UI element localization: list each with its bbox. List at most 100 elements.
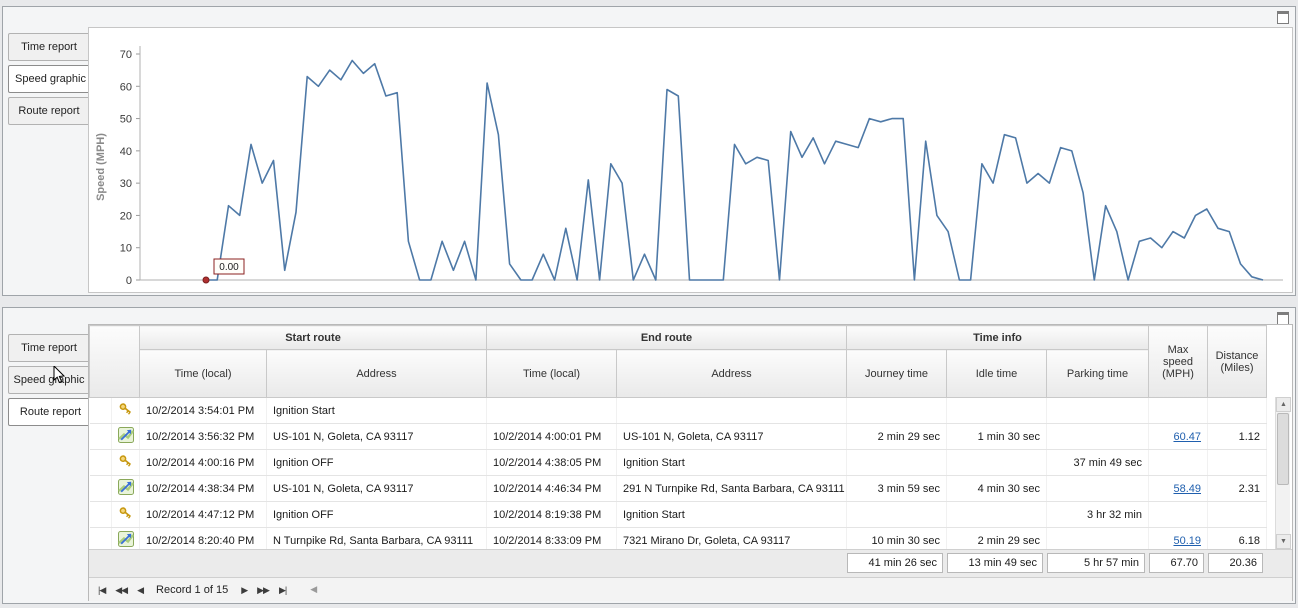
table-row[interactable]: 10/2/2014 4:38:34 PM US-101 N, Goleta, CA… [89, 475, 1267, 502]
idle-time-cell [946, 397, 1047, 424]
summary-row: 41 min 26 sec 13 min 49 sec 5 hr 57 min … [89, 549, 1292, 578]
max-speed-link[interactable]: 58.49 [1173, 482, 1201, 495]
column-header-start-time[interactable]: Time (local) [139, 349, 267, 398]
summary-max-speed: 67.70 [1149, 553, 1204, 573]
scroll-up-arrow[interactable]: ▲ [1276, 397, 1291, 412]
parking-time-cell [1046, 527, 1149, 549]
start-annotation-label: 0.00 [219, 262, 239, 273]
start-address-cell: Ignition OFF [266, 449, 487, 476]
nav-prev-button[interactable]: ◀ [137, 584, 144, 595]
h-scroll-left-arrow[interactable]: ◀ [310, 584, 317, 594]
parking-time-cell [1046, 397, 1149, 424]
table-row[interactable]: 10/2/2014 4:47:12 PM Ignition OFF 10/2/201… [89, 501, 1267, 528]
tab-speed-graphic[interactable]: Speed graphic [8, 65, 93, 93]
scroll-down-arrow[interactable]: ▼ [1276, 534, 1291, 549]
nav-next-button[interactable]: ▶ [241, 584, 248, 595]
end-time-cell: 10/2/2014 4:38:05 PM [486, 449, 617, 476]
speed-chart-svg: 0 10 20 30 40 50 60 70 Speed (MPH) 0.00 [95, 46, 1283, 287]
row-indicator-cell [89, 397, 112, 424]
max-speed-cell [1148, 397, 1208, 424]
y-tick-label: 50 [120, 114, 132, 126]
column-header-idle-time[interactable]: Idle time [946, 349, 1047, 398]
tab-time-report[interactable]: Time report [8, 334, 90, 362]
column-header-distance[interactable]: Distance (Miles) [1207, 325, 1267, 398]
end-time-cell: 10/2/2014 8:19:38 PM [486, 501, 617, 528]
y-tick-label: 10 [120, 243, 132, 255]
distance-cell [1207, 397, 1267, 424]
scrollbar-thumb[interactable] [1277, 413, 1289, 485]
max-speed-cell: 60.47 [1148, 423, 1208, 450]
tab-route-report[interactable]: Route report [8, 97, 90, 125]
end-address-cell: Ignition Start [616, 501, 847, 528]
max-speed-link[interactable]: 50.19 [1173, 534, 1201, 547]
nav-last-button[interactable]: ▶| [278, 584, 287, 595]
column-header-end-time[interactable]: Time (local) [486, 349, 617, 398]
speed-graphic-panel: Time report Speed graphic Route report 0 10… [2, 6, 1296, 296]
grid-viewport: Start route End route Time info Max spee… [89, 325, 1275, 549]
row-indicator-cell [89, 423, 112, 450]
nav-next-page-button[interactable]: ▶▶ [257, 584, 270, 595]
report-tabs: Time report Speed graphic Route report [8, 33, 94, 129]
table-row[interactable]: 10/2/2014 4:00:16 PM Ignition OFF 10/2/201… [89, 449, 1267, 476]
distance-cell [1207, 449, 1267, 476]
max-speed-cell: 58.49 [1148, 475, 1208, 502]
ignition-key-icon [111, 397, 140, 424]
start-time-cell: 10/2/2014 8:20:40 PM [139, 527, 267, 549]
journey-time-cell: 2 min 29 sec [846, 423, 947, 450]
column-header-journey-time[interactable]: Journey time [846, 349, 947, 398]
journey-time-cell [846, 449, 947, 476]
journey-time-cell: 3 min 59 sec [846, 475, 947, 502]
start-address-cell: US-101 N, Goleta, CA 93117 [266, 423, 487, 450]
start-time-cell: 10/2/2014 4:38:34 PM [139, 475, 267, 502]
start-address-cell: N Turnpike Rd, Santa Barbara, CA 93111 [266, 527, 487, 549]
row-indicator-cell [89, 449, 112, 476]
nav-first-button[interactable]: |◀ [98, 584, 106, 595]
journey-time-cell [846, 501, 947, 528]
y-tick-label: 70 [120, 49, 132, 61]
end-time-cell: 10/2/2014 8:33:09 PM [486, 527, 617, 549]
max-speed-cell [1148, 501, 1208, 528]
table-row[interactable]: 10/2/2014 3:54:01 PM Ignition Start [89, 397, 1267, 424]
column-header-end-address[interactable]: Address [616, 349, 847, 398]
start-time-cell: 10/2/2014 4:00:16 PM [139, 449, 267, 476]
table-row[interactable]: 10/2/2014 8:20:40 PM N Turnpike Rd, Santa… [89, 527, 1267, 549]
route-report-panel: Time report Speed graphic Route report Sta… [2, 307, 1296, 604]
ignition-key-icon [111, 449, 140, 476]
summary-parking-time: 5 hr 57 min [1047, 553, 1145, 573]
record-navigator: |◀ ◀◀ ◀ Record 1 of 15 ▶ ▶▶ ▶| ◀ [89, 577, 1292, 601]
journey-time-cell: 10 min 30 sec [846, 527, 947, 549]
column-header-max-speed[interactable]: Max speed (MPH) [1148, 325, 1208, 398]
end-address-cell [616, 397, 847, 424]
speed-chart: 0 10 20 30 40 50 60 70 Speed (MPH) 0.00 [88, 27, 1293, 293]
record-count-label: Record 1 of 15 [156, 583, 229, 596]
collapse-panel-button[interactable] [1277, 11, 1289, 24]
y-tick-label: 40 [120, 146, 132, 158]
tab-route-report[interactable]: Route report [8, 398, 93, 426]
start-marker [202, 276, 210, 284]
y-tick-label: 20 [120, 210, 132, 222]
vertical-scrollbar[interactable]: ▲ ▼ [1275, 397, 1291, 549]
start-time-cell: 10/2/2014 4:47:12 PM [139, 501, 267, 528]
table-row[interactable]: 10/2/2014 3:56:32 PM US-101 N, Goleta, CA… [89, 423, 1267, 450]
start-time-cell: 10/2/2014 3:56:32 PM [139, 423, 267, 450]
tab-speed-graphic[interactable]: Speed graphic [8, 366, 90, 394]
idle-time-cell: 4 min 30 sec [946, 475, 1047, 502]
column-header-start-address[interactable]: Address [266, 349, 487, 398]
max-speed-link[interactable]: 60.47 [1173, 430, 1201, 443]
row-indicator-cell [89, 527, 112, 549]
y-tick-label: 30 [120, 178, 132, 190]
parking-time-cell [1046, 475, 1149, 502]
end-time-cell: 10/2/2014 4:46:34 PM [486, 475, 617, 502]
nav-prev-page-button[interactable]: ◀◀ [115, 584, 128, 595]
end-address-cell: US-101 N, Goleta, CA 93117 [616, 423, 847, 450]
tab-time-report[interactable]: Time report [8, 33, 90, 61]
idle-time-cell [946, 449, 1047, 476]
summary-distance: 20.36 [1208, 553, 1263, 573]
column-header-parking-time[interactable]: Parking time [1046, 349, 1149, 398]
group-header-start-route[interactable]: Start route [139, 325, 487, 350]
distance-cell: 6.18 [1207, 527, 1267, 549]
max-speed-cell [1148, 449, 1208, 476]
group-header-end-route[interactable]: End route [486, 325, 847, 350]
route-map-icon [111, 527, 140, 549]
group-header-time-info[interactable]: Time info [846, 325, 1149, 350]
